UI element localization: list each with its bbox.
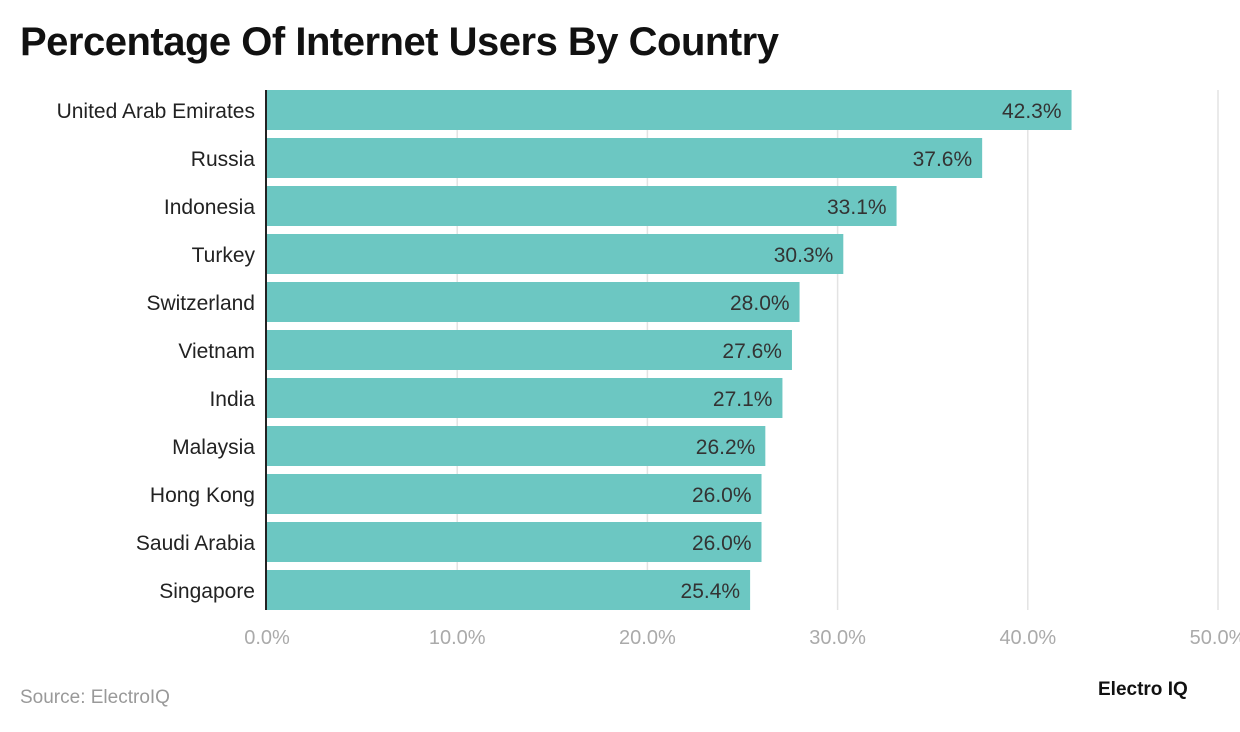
data-label: 26.0% [692, 484, 752, 507]
bar [267, 90, 1072, 130]
data-label: 30.3% [774, 244, 834, 267]
category-label: United Arab Emirates [57, 100, 255, 123]
data-label: 26.0% [692, 532, 752, 555]
x-tick-label: 10.0% [429, 627, 486, 649]
bar [267, 570, 751, 610]
category-label: Hong Kong [150, 484, 255, 507]
data-label: 27.1% [713, 388, 773, 411]
bar [267, 330, 792, 370]
x-tick-label: 40.0% [999, 627, 1056, 649]
bar [267, 234, 844, 274]
data-label: 37.6% [913, 148, 973, 171]
bar [267, 522, 762, 562]
data-label: 42.3% [1002, 100, 1062, 123]
category-label: Indonesia [164, 196, 255, 219]
x-tick-label: 20.0% [619, 627, 676, 649]
data-label: 27.6% [722, 340, 782, 363]
source-note: Source: ElectroIQ [20, 687, 170, 708]
category-label: Singapore [159, 580, 255, 603]
bar [267, 186, 897, 226]
category-label: Malaysia [172, 436, 255, 459]
category-label: Switzerland [146, 292, 255, 315]
bar [267, 474, 762, 514]
data-label: 28.0% [730, 292, 790, 315]
category-label: India [209, 388, 255, 411]
bar [267, 426, 766, 466]
x-tick-label: 50.0% [1190, 627, 1240, 649]
bar [267, 282, 800, 322]
chart-title: Percentage Of Internet Users By Country [20, 20, 779, 64]
data-label: 33.1% [827, 196, 887, 219]
x-tick-label: 0.0% [244, 627, 290, 649]
data-label: 25.4% [681, 580, 741, 603]
x-tick-label: 30.0% [809, 627, 866, 649]
category-label: Turkey [192, 244, 256, 267]
category-label: Russia [191, 148, 256, 171]
electroiq-logo: Electro IQ [1098, 679, 1188, 700]
category-label: Vietnam [178, 340, 255, 363]
bar [267, 138, 983, 178]
bar [267, 378, 783, 418]
data-label: 26.2% [696, 436, 756, 459]
category-label: Saudi Arabia [136, 532, 255, 555]
